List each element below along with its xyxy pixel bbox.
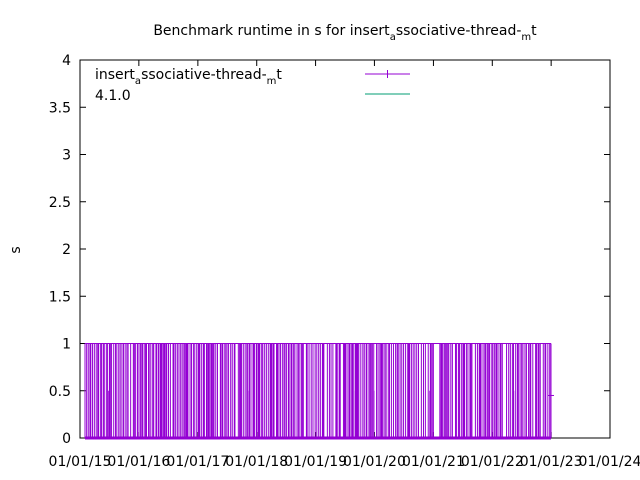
x-tick-label: 01/01/21 xyxy=(402,454,465,470)
y-tick-label: 4 xyxy=(62,53,71,69)
title-part-1: Benchmark runtime in s for insert xyxy=(153,23,390,39)
legend-label-series-1: insertassociative-thread-mt xyxy=(95,67,282,87)
x-tick-label: 01/01/20 xyxy=(343,454,406,470)
y-axis-label: s xyxy=(8,246,24,253)
y-tick-label: 1 xyxy=(62,337,71,353)
x-axis-ticks: 01/01/1501/01/1601/01/1701/01/1801/01/19… xyxy=(49,60,640,470)
series-1-line xyxy=(84,343,552,438)
legend-part-4: m xyxy=(267,76,277,87)
y-tick-label: 0 xyxy=(62,431,71,447)
y-tick-label: 1.5 xyxy=(49,289,71,305)
legend-part-5: t xyxy=(276,67,282,83)
y-axis-ticks: 0 0.5 1 1.5 2 2.5 3 3.5 4 xyxy=(49,53,610,447)
legend: insertassociative-thread-mt 4.1.0 xyxy=(95,67,410,104)
legend-part-2: a xyxy=(135,76,141,87)
y-tick-label: 3 xyxy=(62,148,71,164)
y-tick-label: 2 xyxy=(62,242,71,258)
legend-label-series-2: 4.1.0 xyxy=(95,88,131,104)
title-part-2: a xyxy=(390,32,396,43)
chart-title: Benchmark runtime in s for insertassocia… xyxy=(153,23,537,43)
title-part-4: m xyxy=(521,32,531,43)
title-part-3: ssociative-thread- xyxy=(396,23,522,39)
x-tick-label: 01/01/17 xyxy=(166,454,229,470)
title-part-5: t xyxy=(531,23,537,39)
x-tick-label: 01/01/15 xyxy=(49,454,112,470)
x-tick-label: 01/01/16 xyxy=(107,454,170,470)
legend-part-3: ssociative-thread- xyxy=(141,67,267,83)
y-tick-label: 0.5 xyxy=(49,384,71,400)
x-tick-label: 01/01/23 xyxy=(520,454,583,470)
x-tick-label: 01/01/22 xyxy=(461,454,524,470)
y-tick-label: 3.5 xyxy=(49,100,71,116)
legend-part-1: insert xyxy=(95,67,135,83)
x-tick-label: 01/01/24 xyxy=(579,454,640,470)
x-tick-label: 01/01/19 xyxy=(284,454,347,470)
series-insert-associative-thread-mt xyxy=(84,343,554,440)
x-tick-label: 01/01/18 xyxy=(225,454,288,470)
y-tick-label: 2.5 xyxy=(49,195,71,211)
